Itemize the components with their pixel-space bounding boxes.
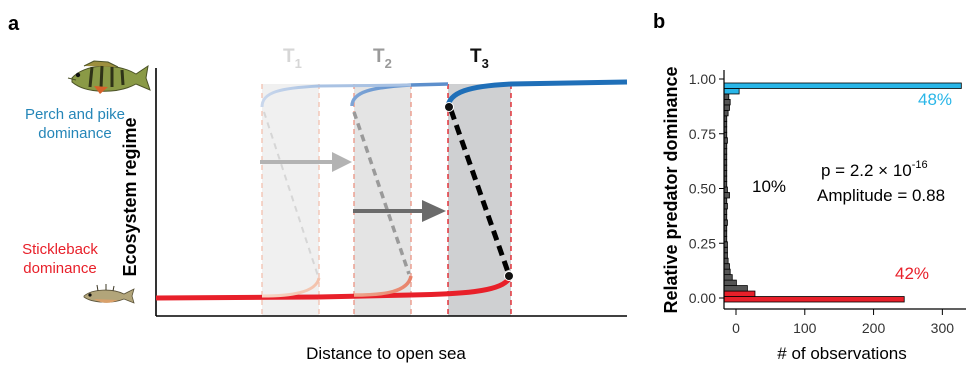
upper-connector-2 — [410, 82, 449, 87]
panel-letter-b: b — [653, 11, 665, 33]
histogram-bar — [723, 279, 737, 286]
y-tick-label: 0.00 — [689, 290, 716, 306]
threshold-label-3: T3 — [470, 46, 489, 71]
lower-branch-t3 — [410, 274, 513, 298]
histogram-bar — [723, 192, 730, 199]
x-tick-label: 200 — [862, 320, 886, 336]
lower-branch-main — [155, 294, 319, 301]
threshold-zone-t2 — [354, 84, 411, 316]
pct-label-bottom: 42% — [895, 264, 929, 283]
histogram-bar — [723, 104, 730, 111]
upper-branch-t1 — [260, 84, 320, 108]
tipping-path-t1 — [263, 111, 319, 277]
histogram-bar — [723, 268, 731, 276]
pct-label-middle: 10% — [752, 177, 786, 196]
amplitude-label: Amplitude = 0.88 — [817, 186, 945, 205]
x-tick-label: 100 — [793, 320, 817, 336]
tipping-point-t3-lower — [504, 271, 514, 281]
threshold-zone-t1 — [262, 84, 319, 316]
regime-label-stickleback-line2: dominance — [23, 260, 96, 277]
lower-branch-t2 — [353, 275, 413, 297]
y-tick-label: 0.50 — [689, 181, 716, 197]
p-value-label: p = 2.2 × 10-16 — [821, 159, 928, 180]
x-axis-title-a: Distance to open sea — [306, 344, 466, 363]
panel-b: b 0.00 0.25 0.50 0.75 1.00 0 100 200 300 48% 10… — [653, 11, 966, 363]
regime-label-perch-line1: Perch and pike — [25, 106, 125, 123]
threshold-label-sub: 1 — [295, 56, 302, 71]
y-axis-title-a: Ecosystem regime — [120, 117, 140, 276]
perch-fish-icon — [67, 60, 151, 94]
p-value-exponent: -16 — [912, 159, 928, 171]
threshold-label-2: T2 — [373, 46, 392, 71]
threshold-label-sub: 3 — [482, 56, 489, 71]
threshold-label-sub: 2 — [385, 56, 392, 71]
threshold-zone-t3 — [448, 84, 511, 316]
p-value-prefix: p = 2.2 × 10 — [821, 161, 912, 180]
histogram-bar — [723, 274, 733, 281]
regime-label-perch-line2: dominance — [38, 125, 111, 142]
histogram-bar — [723, 285, 748, 292]
x-tick-label: 300 — [931, 320, 955, 336]
tipping-point-t3-upper — [444, 102, 454, 112]
x-tick-label: 0 — [732, 320, 740, 336]
histogram-bar — [723, 109, 729, 117]
shift-arrow-t2-t3 — [353, 200, 446, 222]
upper-connector — [318, 83, 412, 88]
histogram-bar — [723, 88, 740, 95]
tipping-path-t2 — [352, 111, 411, 275]
pct-label-top: 48% — [918, 90, 952, 109]
threshold-label-letter: T — [470, 46, 482, 67]
stickleback-fish-icon — [83, 284, 135, 304]
x-axis-title-b: # of observations — [777, 344, 906, 363]
y-tick-label: 0.75 — [689, 126, 716, 142]
histogram-bar — [723, 290, 756, 297]
histogram-bars — [723, 82, 962, 303]
y-axis-title-b: Relative predator dominance — [661, 66, 681, 313]
histogram-bar — [723, 82, 962, 89]
histogram-bar — [723, 99, 731, 106]
threshold-label-letter: T — [283, 46, 295, 67]
histogram-bar — [723, 263, 730, 270]
regime-label-stickleback-line1: Stickleback — [22, 241, 98, 258]
threshold-label-1: T1 — [283, 46, 302, 71]
panel-a: a — [8, 13, 628, 363]
histogram-bar — [723, 296, 905, 303]
y-tick-label: 0.25 — [689, 235, 716, 251]
tipping-path-t3 — [448, 109, 511, 273]
lower-branch-t1 — [261, 277, 321, 298]
threshold-label-letter: T — [373, 46, 385, 67]
histogram-bar — [723, 257, 729, 265]
shift-arrow-t1-t2 — [260, 152, 352, 172]
histogram-bar — [723, 93, 730, 100]
panel-letter-a: a — [8, 13, 20, 35]
y-tick-label: 1.00 — [689, 71, 716, 87]
